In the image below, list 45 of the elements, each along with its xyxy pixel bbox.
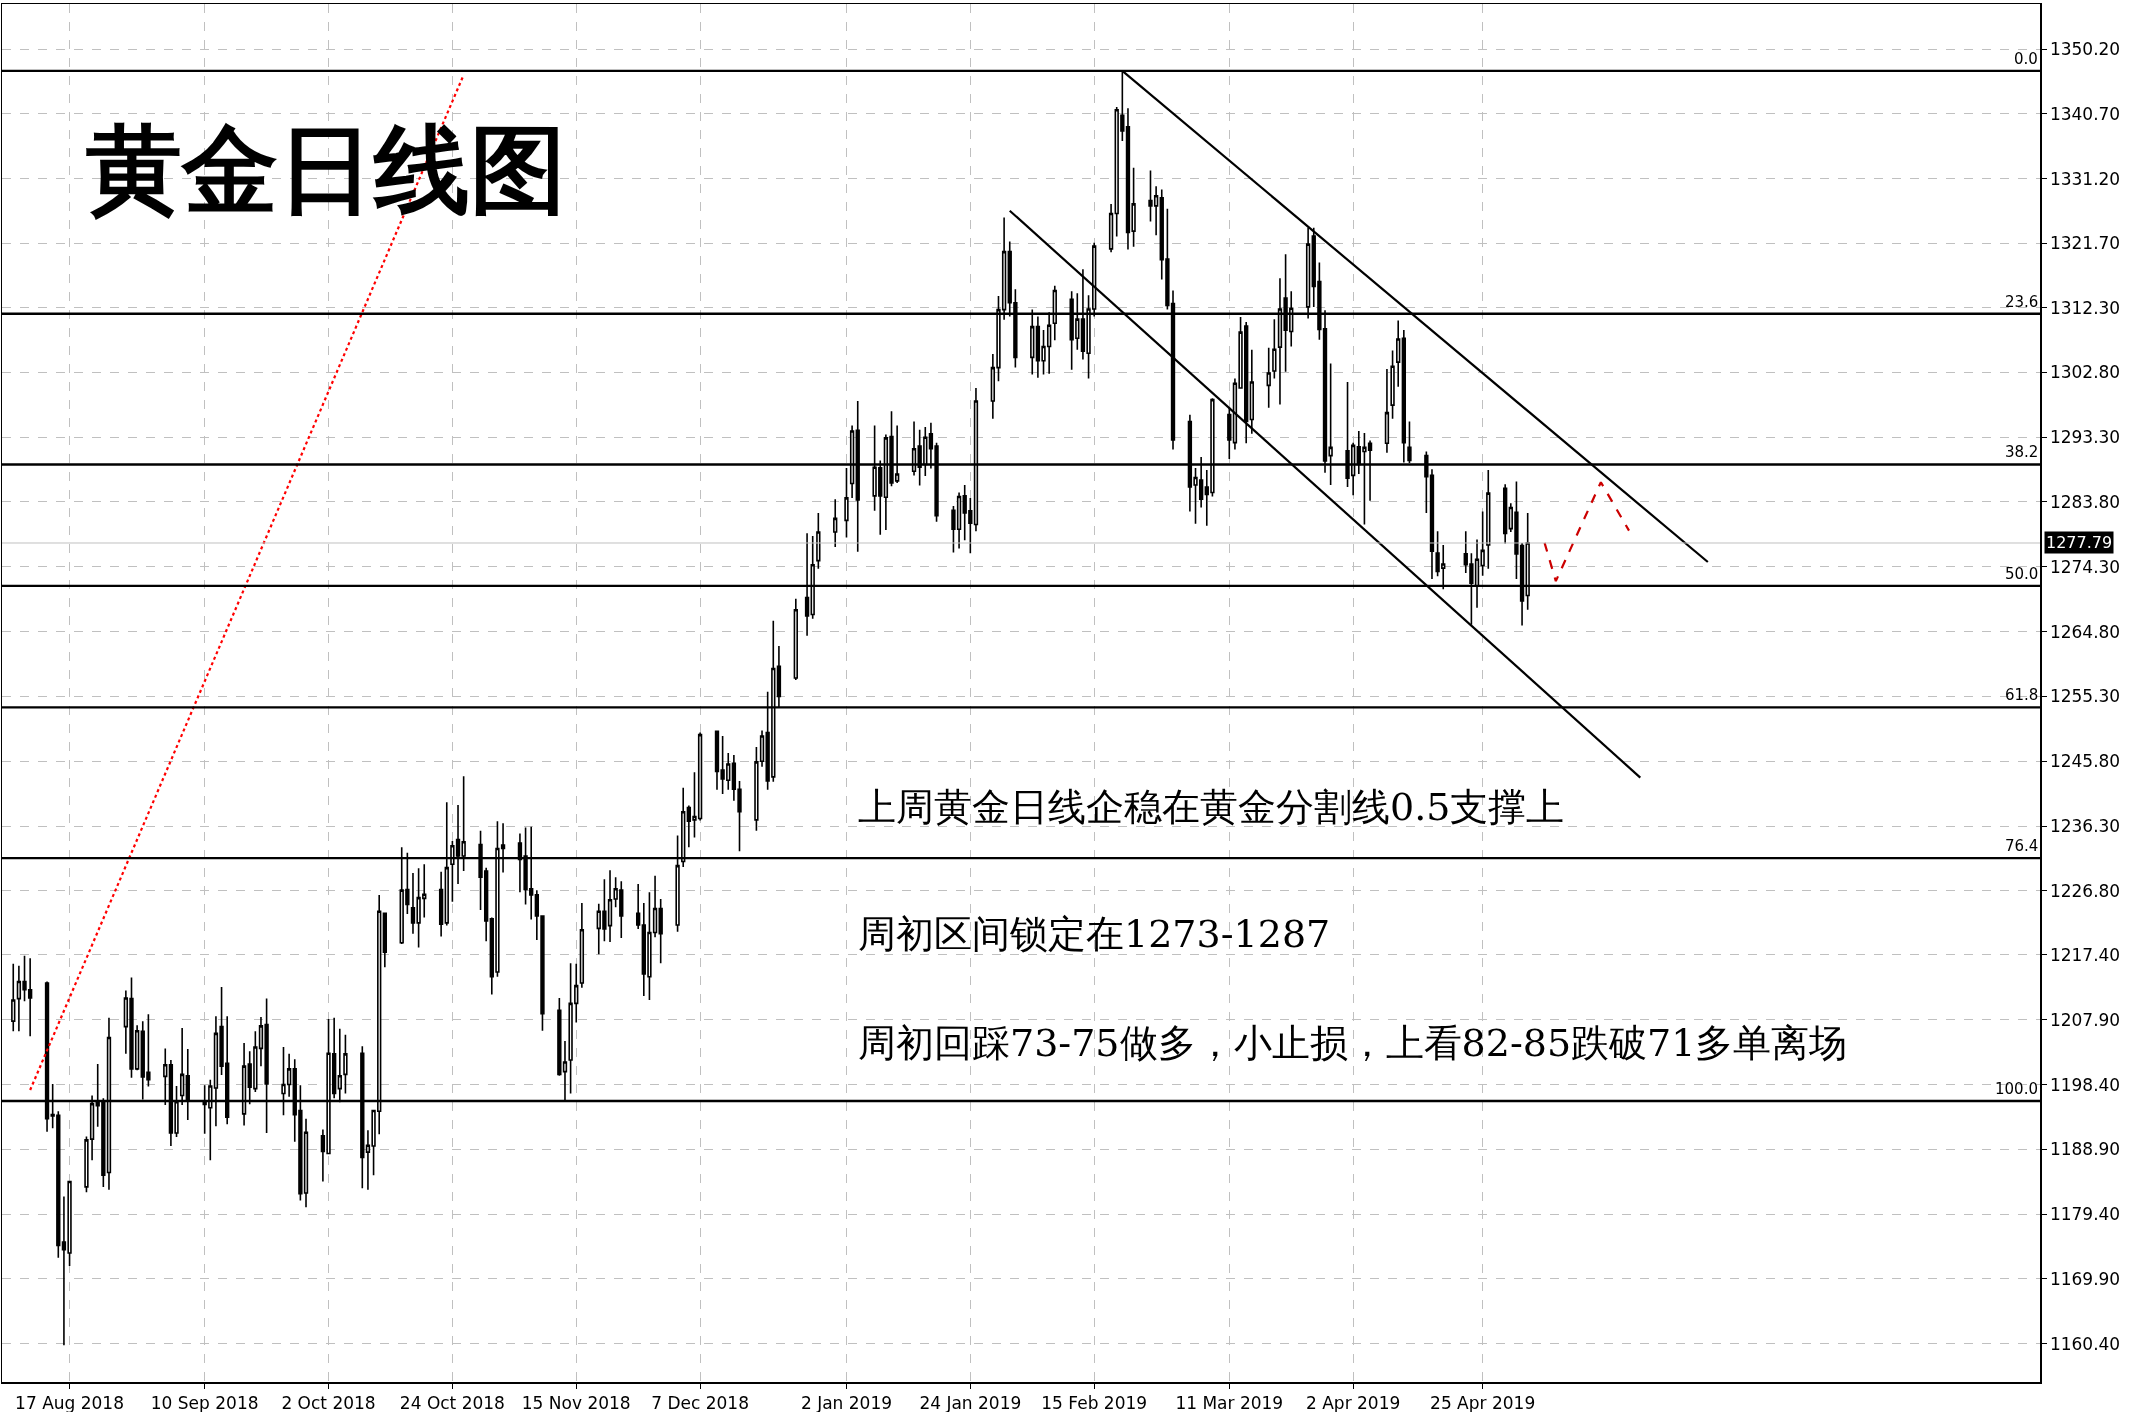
ref-line-label: 1277.79 [2046, 533, 2113, 552]
annotation: 38.2 [2005, 443, 2039, 461]
y-tick-label: 1340.70 [2049, 103, 2121, 124]
annotation: 76.4 [2005, 837, 2039, 855]
y-tick-label: 1274.30 [2049, 556, 2121, 577]
y-tick-label: 1236.30 [2049, 815, 2121, 836]
x-tick-label: 2 Oct 2018 [281, 1392, 376, 1412]
y-tick-label: 1331.20 [2049, 168, 2121, 189]
annotation: 23.6 [2005, 293, 2039, 311]
x-tick-label: 10 Sep 2018 [150, 1392, 259, 1412]
y-tick-label: 1226.80 [2049, 880, 2121, 901]
x-tick-label: 25 Apr 2019 [1430, 1392, 1536, 1412]
x-tick-label: 15 Feb 2019 [1041, 1392, 1148, 1412]
annotation: 周初回踩73-75做多，小止损，上看82-85跌破71多单离场 [858, 1021, 1848, 1065]
x-tick-label: 2 Jan 2019 [800, 1392, 893, 1412]
x-tick-label: 7 Dec 2018 [651, 1392, 749, 1412]
annotation: 100.0 [1995, 1080, 2038, 1098]
annotation: 50.0 [2005, 565, 2039, 583]
x-tick-label: 24 Oct 2018 [399, 1392, 505, 1412]
x-tick-label: 24 Jan 2019 [919, 1392, 1022, 1412]
y-tick-label: 1264.80 [2049, 621, 2121, 642]
y-tick-label: 1217.40 [2049, 944, 2121, 965]
x-tick-label: 11 Mar 2019 [1175, 1392, 1284, 1412]
y-tick-label: 1350.20 [2049, 38, 2121, 59]
y-tick-label: 1312.30 [2049, 297, 2121, 318]
y-tick-label: 1283.80 [2049, 491, 2121, 512]
annotation: 61.8 [2005, 686, 2039, 704]
y-tick-label: 1179.40 [2049, 1204, 2121, 1225]
y-tick-label: 1198.40 [2049, 1074, 2121, 1095]
x-tick-label: 2 Apr 2019 [1306, 1392, 1401, 1412]
y-tick-label: 1169.90 [2049, 1268, 2121, 1289]
y-tick-label: 1245.80 [2049, 751, 2121, 772]
x-tick-label: 17 Aug 2018 [15, 1392, 125, 1412]
y-tick-label: 1207.90 [2049, 1009, 2121, 1030]
annotation: 周初区间锁定在1273-1287 [858, 912, 1331, 956]
y-tick-label: 1160.40 [2049, 1333, 2121, 1354]
x-tick-label: 15 Nov 2018 [521, 1392, 631, 1412]
y-tick-label: 1293.30 [2049, 427, 2121, 448]
text: 黄金日线图 [85, 114, 566, 227]
y-tick-label: 1302.80 [2049, 362, 2121, 383]
annotation: 上周黄金日线企稳在黄金分割线0.5支撑上 [858, 785, 1565, 829]
annotation: 0.0 [2014, 50, 2038, 68]
y-tick-label: 1321.70 [2049, 233, 2121, 254]
y-tick-label: 1188.90 [2049, 1139, 2121, 1160]
y-tick-label: 1255.30 [2049, 686, 2121, 707]
